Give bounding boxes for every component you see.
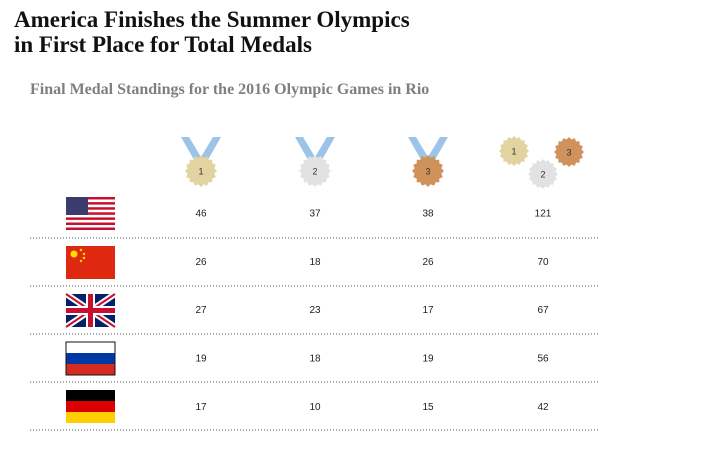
total-medal-number: 2 [540, 169, 545, 179]
medal [299, 155, 331, 187]
ribbon [181, 137, 221, 165]
flag-russia [65, 341, 116, 376]
flag-usa [66, 197, 115, 230]
cell: 18 [309, 354, 321, 365]
medal-number: 2 [312, 166, 317, 176]
title: in First Place for Total Medals [14, 32, 312, 57]
cell: 15 [422, 402, 434, 413]
cell: 38 [422, 209, 434, 220]
medal-number: 3 [425, 166, 430, 176]
total-medal-number: 1 [511, 146, 516, 156]
flag-china [66, 246, 115, 279]
cell: 26 [422, 257, 434, 268]
cell: 19 [195, 354, 207, 365]
title: America Finishes the Summer Olympics [14, 7, 410, 32]
cell: 46 [195, 209, 207, 220]
cell: 17 [195, 402, 207, 413]
flag-germany [66, 390, 115, 423]
cell: 18 [309, 257, 321, 268]
ribbon [408, 137, 448, 165]
cell: 10 [309, 402, 321, 413]
medal-number: 1 [198, 166, 203, 176]
flag-uk [64, 291, 117, 330]
ribbon [295, 137, 335, 165]
separators [30, 237, 600, 431]
medal [528, 159, 558, 189]
subtitle: Final Medal Standings for the 2016 Olymp… [30, 81, 429, 98]
cell: 26 [195, 257, 207, 268]
cell: 67 [537, 305, 549, 316]
medal [185, 155, 217, 187]
cell: 56 [537, 354, 549, 365]
cell: 42 [537, 402, 549, 413]
cell: 70 [537, 257, 549, 268]
cell: 37 [309, 209, 321, 220]
medal [499, 136, 529, 166]
cell: 27 [195, 305, 207, 316]
medal [554, 137, 584, 167]
cell: 17 [422, 305, 434, 316]
total-medal-number: 3 [566, 147, 571, 157]
cell: 121 [535, 209, 552, 220]
cell: 19 [422, 354, 434, 365]
medal [412, 155, 444, 187]
cell: 23 [309, 305, 321, 316]
